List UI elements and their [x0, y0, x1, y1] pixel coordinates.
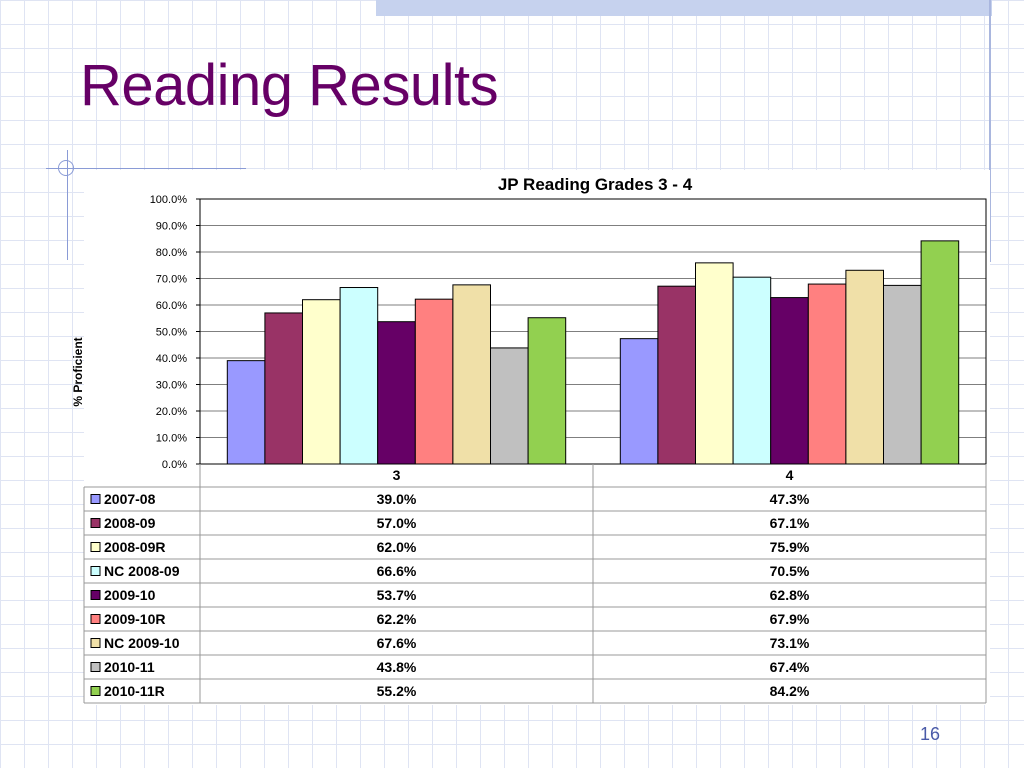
data-label: 67.6% — [377, 635, 417, 651]
data-label: 67.9% — [770, 611, 810, 627]
legend-swatch — [90, 494, 101, 504]
bar — [414, 298, 454, 465]
bar — [377, 321, 416, 465]
legend-label: NC 2008-09 — [104, 563, 180, 579]
legend-label: 2009-10 — [104, 587, 156, 603]
bar — [619, 338, 659, 465]
y-tick-label: 100.0% — [150, 194, 188, 206]
bar — [264, 312, 303, 465]
legend-swatch — [90, 662, 101, 672]
bar — [807, 283, 847, 465]
y-tick-label: 30.0% — [156, 380, 187, 392]
top-decor-band — [376, 0, 992, 16]
data-label: 43.8% — [377, 659, 417, 675]
bar — [920, 240, 960, 465]
data-label: 70.5% — [770, 563, 810, 579]
data-label: 84.2% — [770, 683, 810, 699]
data-label: 75.9% — [770, 539, 810, 555]
y-tick-label: 0.0% — [162, 459, 187, 471]
y-tick-label: 70.0% — [156, 274, 187, 286]
y-tick-label: 20.0% — [156, 406, 187, 418]
bar — [452, 284, 491, 465]
data-label: 57.0% — [377, 515, 417, 531]
legend-swatch — [90, 686, 101, 696]
legend-swatch — [90, 566, 101, 576]
legend-label: 2007-08 — [104, 491, 156, 507]
legend-label: 2010-11R — [104, 683, 165, 699]
bar — [302, 299, 341, 465]
legend-swatch — [90, 518, 101, 528]
bar — [490, 347, 529, 465]
legend-label: NC 2009-10 — [104, 635, 180, 651]
data-label: 62.0% — [377, 539, 417, 555]
data-label: 67.4% — [770, 659, 810, 675]
bar — [770, 297, 809, 465]
legend-swatch — [90, 614, 101, 624]
bar — [695, 262, 734, 465]
legend-label: 2008-09R — [104, 539, 166, 555]
title-circle-decor — [58, 160, 74, 176]
y-tick-label: 40.0% — [156, 353, 187, 365]
bars — [226, 240, 960, 465]
y-axis-label: % Proficient — [71, 337, 85, 406]
data-label: 53.7% — [377, 587, 417, 603]
bar — [657, 285, 697, 465]
category-label: 3 — [393, 467, 401, 483]
title-rule-vertical — [67, 150, 68, 260]
legend-swatch — [90, 590, 101, 600]
y-tick-label: 50.0% — [156, 327, 187, 339]
data-label: 62.8% — [770, 587, 810, 603]
category-label: 4 — [786, 467, 794, 483]
legend-label: 2010-11 — [104, 659, 155, 675]
legend-label: 2009-10R — [104, 611, 166, 627]
data-table: 3 4 2007-08 39.0% 47.3% 2008-09 57.0% 67.1% 2008… — [83, 464, 987, 704]
slide-title: Reading Results — [80, 53, 499, 118]
data-label: 39.0% — [377, 491, 417, 507]
legend-label: 2008-09 — [104, 515, 156, 531]
y-tick-label: 60.0% — [156, 300, 187, 312]
chart-title: JP Reading Grades 3 - 4 — [498, 175, 693, 194]
bar — [845, 269, 885, 465]
bar — [339, 287, 379, 465]
data-label: 55.2% — [377, 683, 417, 699]
y-tick-label: 90.0% — [156, 221, 187, 233]
legend-swatch — [90, 638, 101, 648]
y-tick-labels: 0.0% 10.0% 20.0% 30.0% 40.0% 50.0% 60.0% 70.0% 8… — [150, 194, 200, 471]
data-label: 73.1% — [770, 635, 810, 651]
right-decor-line — [989, 0, 991, 262]
bar — [883, 284, 922, 465]
legend-swatch — [90, 542, 101, 552]
bar — [527, 317, 567, 465]
data-label: 62.2% — [377, 611, 417, 627]
y-tick-label: 80.0% — [156, 247, 187, 259]
title-rule — [46, 168, 246, 169]
bar — [226, 360, 266, 465]
data-label: 47.3% — [770, 491, 810, 507]
data-label: 67.1% — [770, 515, 810, 531]
y-tick-label: 10.0% — [156, 433, 187, 445]
bar — [732, 276, 772, 465]
page-number: 16 — [919, 724, 940, 744]
data-label: 66.6% — [377, 563, 417, 579]
